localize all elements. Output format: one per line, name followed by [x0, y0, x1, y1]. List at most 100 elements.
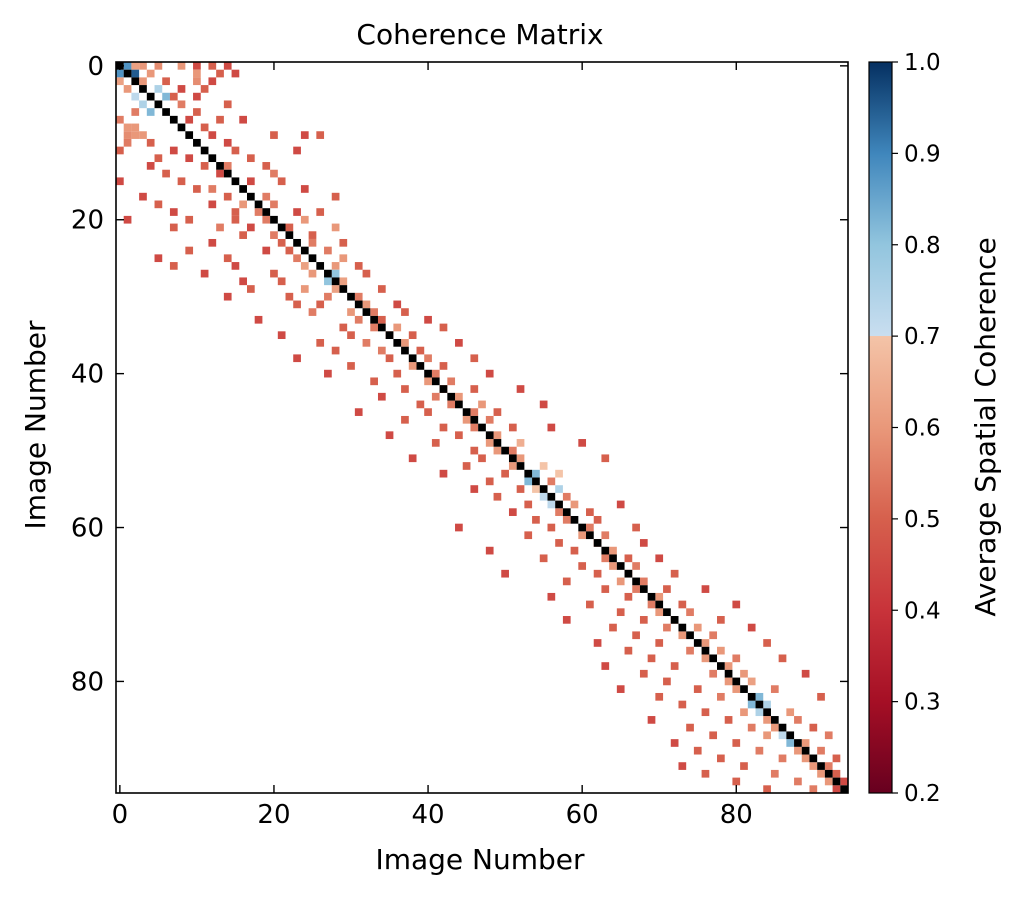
- diagonal-cell: [316, 262, 325, 270]
- heatmap-cell: [262, 246, 271, 255]
- heatmap-cell: [300, 262, 309, 270]
- heatmap-cell: [547, 592, 556, 601]
- heatmap-cell: [770, 685, 779, 693]
- heatmap-cell: [262, 162, 271, 170]
- heatmap-cell: [740, 669, 748, 678]
- heatmap-cell: [562, 616, 571, 624]
- heatmap-cell: [293, 300, 301, 309]
- heatmap-cell: [578, 562, 587, 570]
- heatmap-cell: [447, 377, 456, 386]
- heatmap-cell: [216, 69, 224, 78]
- diagonal-cell: [216, 162, 224, 170]
- heatmap-cell: [339, 323, 348, 332]
- diagonal-cell: [123, 69, 132, 78]
- diagonal-cell: [524, 469, 533, 478]
- heatmap-cell: [331, 269, 340, 278]
- diagonal-cell: [393, 339, 402, 347]
- heatmap-cell: [747, 700, 756, 709]
- heatmap-cell: [424, 377, 432, 386]
- heatmap-cell: [555, 485, 563, 493]
- heatmap-cell: [347, 362, 355, 370]
- diagonal-cell: [609, 554, 617, 563]
- heatmap-cell: [601, 554, 610, 563]
- colorbar-tick-label: 0.5: [904, 507, 941, 533]
- diagonal-cell: [717, 662, 725, 670]
- heatmap-cell: [455, 431, 463, 440]
- heatmap-cell: [393, 369, 402, 378]
- diagonal-cell: [223, 169, 232, 178]
- heatmap-cell: [709, 669, 718, 678]
- diagonal-cell: [508, 454, 517, 463]
- diagonal-cell: [786, 731, 795, 740]
- heatmap-cell: [624, 592, 633, 601]
- diagonal-cell: [539, 485, 548, 493]
- diagonal-cell: [300, 246, 309, 255]
- heatmap-cell: [817, 746, 825, 755]
- heatmap-cell: [455, 339, 463, 347]
- heatmap-cell: [377, 315, 386, 324]
- colorbar-tick-label: 1.0: [904, 50, 941, 76]
- heatmap-cell: [809, 723, 818, 732]
- diagonal-cells: [116, 62, 848, 793]
- heatmap-cell: [824, 731, 833, 740]
- plot-frame: [115, 61, 849, 794]
- heatmap-cell: [116, 69, 124, 78]
- heatmap-cell: [431, 369, 440, 378]
- diagonal-cell: [354, 300, 363, 309]
- heatmap-cell: [177, 177, 186, 186]
- heatmap-cell: [586, 508, 594, 516]
- heatmap-cell: [308, 238, 317, 247]
- diagonal-cell: [763, 708, 771, 717]
- heatmap-cell: [331, 285, 340, 293]
- heatmap-cell: [678, 762, 687, 770]
- heatmap-cell: [324, 369, 332, 378]
- y-tick-label: 80: [71, 667, 104, 697]
- heatmap-cell: [470, 408, 479, 416]
- heatmap-cell: [354, 408, 363, 416]
- heatmap-cell: [270, 131, 278, 139]
- heatmap-cell: [331, 192, 340, 201]
- diagonal-cell: [570, 515, 579, 524]
- heatmap-cell: [616, 608, 625, 617]
- heatmap-cell: [747, 623, 756, 632]
- heatmap-cell: [231, 146, 240, 155]
- diagonal-cell: [447, 392, 456, 401]
- heatmap-cell: [139, 77, 147, 86]
- diagonal-cell: [670, 616, 679, 624]
- heatmap-cell: [293, 254, 301, 263]
- diagonal-cell: [169, 115, 178, 124]
- heatmap-cell: [223, 100, 232, 109]
- heatmap-cell: [524, 500, 533, 509]
- diagonal-cell: [562, 508, 571, 516]
- diagonal-cell: [532, 477, 540, 486]
- heatmap-cell: [562, 515, 571, 524]
- diagonal-cell: [493, 439, 502, 447]
- heatmap-cell: [455, 392, 463, 401]
- heatmap-cell: [832, 769, 841, 778]
- heatmap-cell: [239, 277, 247, 286]
- heatmap-cell: [208, 238, 217, 247]
- heatmap-cell: [324, 292, 332, 301]
- heatmap-cell: [246, 285, 255, 293]
- colorbar: [868, 61, 893, 794]
- y-tick-label: 60: [71, 514, 104, 544]
- heatmap-cell: [223, 254, 232, 263]
- heatmap-cell: [447, 400, 456, 409]
- heatmap-cell: [154, 85, 163, 93]
- heatmap-cell: [262, 192, 271, 201]
- diagonal-cell: [254, 200, 263, 209]
- heatmap-cell: [270, 169, 278, 178]
- heatmap-cell: [740, 762, 748, 770]
- heatmap-cell: [532, 515, 540, 524]
- diagonal-cell: [794, 739, 802, 747]
- y-axis-ticks: 0 20 40 60 80: [71, 52, 848, 697]
- heatmap-cell: [169, 223, 178, 232]
- diagonal-cell: [840, 785, 848, 793]
- y-tick-label: 20: [71, 206, 104, 236]
- diagonal-cell: [262, 208, 271, 216]
- heatmap-cell: [485, 439, 494, 447]
- heatmap-cell: [824, 762, 833, 770]
- heatmap-cell: [131, 131, 140, 139]
- heatmap-cell: [670, 739, 679, 747]
- heatmap-cell: [293, 146, 301, 155]
